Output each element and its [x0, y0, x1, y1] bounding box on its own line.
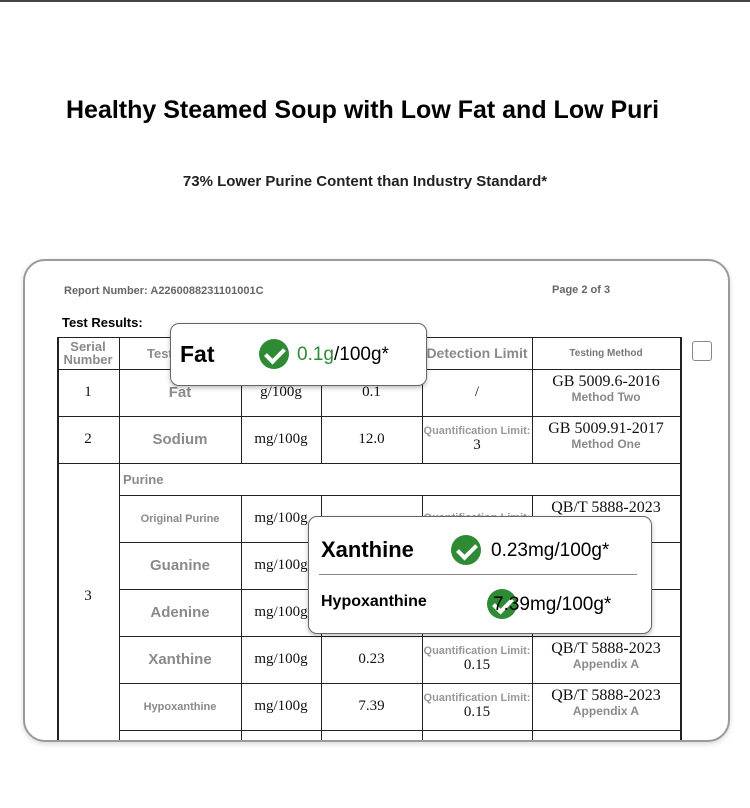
table-line [321, 337, 322, 463]
item-cell: Fat [168, 383, 192, 401]
item-cell: Hypoxanthine [143, 700, 217, 713]
result-cell: 7.39 [358, 698, 385, 714]
method: GB 5009.6-2016 [552, 373, 660, 390]
table-line [241, 337, 242, 463]
serial-cell: 2 [84, 431, 92, 447]
callout-value: 7.39mg/100g* [493, 594, 612, 615]
unit: /100g* [333, 344, 389, 365]
limit-value: / [474, 384, 480, 400]
item-cell: Adenine [150, 603, 210, 621]
header-cell: Test [147, 345, 173, 361]
limit-cell: / [422, 369, 532, 416]
callout-label: Fat [180, 341, 215, 367]
method-note: Method Two [571, 390, 641, 404]
callout-label: Xanthine [321, 537, 414, 562]
unit-cell: mg/100g [254, 557, 308, 573]
limit-label: Quantification Limit: [423, 424, 531, 437]
callout-value: 0.23mg/100g* [491, 540, 610, 561]
unit-cell: mg/100g [254, 604, 308, 620]
item-cell: Guanine [149, 556, 210, 574]
unit-cell: mg/100g [254, 431, 308, 447]
limit-label: Quantification Limit: [423, 644, 531, 657]
section-label: Test Results: [62, 315, 143, 330]
top-rule [0, 0, 750, 2]
item-cell: Xanthine [148, 650, 212, 668]
table-line [680, 337, 682, 740]
result-cell: 0.23 [358, 651, 385, 667]
method-cell: QB/T 5888-2023 Appendix A [532, 636, 680, 683]
page-number: Page 2 of 3 [552, 284, 611, 296]
table-line [119, 463, 120, 495]
result-cell: 12.0 [358, 431, 385, 447]
table-line [57, 416, 680, 417]
title: Healthy Steamed Soup with Low Fat and Lo… [66, 96, 660, 124]
method: QB/T 5888-2023 [551, 499, 661, 516]
item-cell: Original Purine [140, 512, 220, 525]
method: QB/T 5888-2023 [551, 640, 661, 657]
results-table: Serial Number Test Detection Limit Testing … [25, 261, 728, 740]
table-line [241, 495, 242, 740]
result-cell: 0.1 [362, 384, 381, 400]
table-line [422, 337, 423, 463]
report-number: Report Number: A2260088231101001C [64, 285, 264, 297]
item-cell: Sodium [152, 430, 208, 448]
header-cell: Detection Limit [426, 345, 528, 361]
table-line [119, 730, 680, 731]
table-line [119, 495, 680, 496]
limit-value: 0.15 [463, 656, 491, 673]
serial-cell: 1 [84, 384, 92, 400]
header-cell: Serial Number [63, 339, 113, 367]
value: 0.1g [297, 344, 334, 365]
method-note: Method One [571, 437, 641, 451]
limit-value: 3 [473, 436, 481, 453]
serial-cell: 3 [84, 588, 92, 604]
divider [319, 574, 637, 575]
method-note: Appendix A [572, 657, 640, 671]
callout-label: Hypoxanthine [321, 593, 427, 610]
limit-label: Quantification Limit: [423, 691, 531, 704]
method-cell: QB/T 5888-2023 Appendix A [532, 683, 680, 730]
check-icon [451, 535, 481, 565]
callout-value: 0.1g/100g* [297, 344, 389, 366]
subtitle: 73% Lower Purine Content than Industry S… [182, 173, 548, 190]
method-cell: GB 5009.91-2017 Method One [532, 416, 680, 463]
fat-callout: Fat 0.1g/100g* [170, 323, 427, 386]
header-cell: Testing Method [569, 347, 643, 359]
limit-cell: Quantification Limit: 3 [422, 416, 532, 463]
method-cell: QB/T 5888-2023 [532, 495, 680, 542]
method-note: Appendix A [572, 704, 640, 718]
table-line [57, 337, 59, 740]
table-line [119, 683, 680, 684]
unit-cell: mg/100g [254, 510, 308, 526]
table-line [119, 495, 120, 740]
limit-cell: Quantification Limit: 0.15 [422, 683, 532, 730]
unit-cell: g/100g [260, 384, 302, 400]
unit-cell: mg/100g [254, 698, 308, 714]
table-line [57, 463, 680, 464]
limit-value: 0.15 [463, 703, 491, 720]
unit-cell: mg/100g [254, 651, 308, 667]
table-line [119, 636, 680, 637]
group-label: Purine [123, 471, 164, 487]
check-icon [259, 339, 289, 369]
method: GB 5009.91-2017 [548, 420, 664, 437]
check-icon [487, 589, 518, 619]
table-line [532, 337, 533, 463]
method-cell: GB 5009.6-2016 Method Two [532, 369, 680, 416]
calc-icon[interactable] [692, 341, 712, 361]
table-line [119, 337, 120, 463]
purine-callout: Xanthine 0.23mg/100g* Hypoxanthine 7.39m… [308, 516, 652, 634]
limit-cell: Quantification Limit: 0.15 [422, 636, 532, 683]
method: QB/T 5888-2023 [551, 687, 661, 704]
